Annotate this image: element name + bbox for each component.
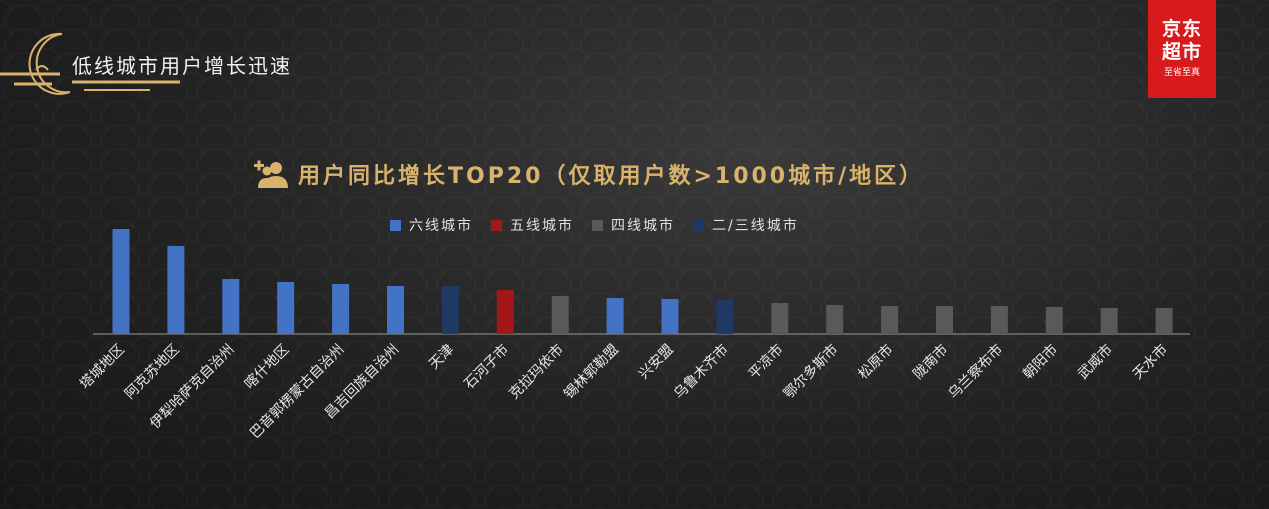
bar xyxy=(881,306,899,334)
legend-item: 四线城市 xyxy=(592,215,675,235)
x-tick-label: 巴音郭楞蒙古自治州 xyxy=(246,341,347,442)
logo-line-1: 京东 xyxy=(1161,18,1202,40)
legend-swatch xyxy=(491,219,502,231)
legend-swatch xyxy=(390,219,401,231)
legend-item: 二/三线城市 xyxy=(693,215,799,235)
bar xyxy=(222,279,240,334)
legend-item: 六线城市 xyxy=(390,215,473,235)
bar xyxy=(606,298,624,334)
chart-title: 用户同比增长TOP20（仅取用户数>1000城市/地区） xyxy=(298,164,925,189)
bar xyxy=(771,303,789,334)
brand-logo: 京东 超市 至省至真 xyxy=(1148,0,1216,98)
x-tick-label: 鄂尔多斯市 xyxy=(780,341,842,403)
x-tick-label: 天津 xyxy=(426,342,457,373)
bar xyxy=(167,246,185,334)
x-tick-label: 松原市 xyxy=(855,341,897,383)
legend-swatch xyxy=(592,219,603,231)
x-tick-label: 平凉市 xyxy=(745,341,787,383)
x-tick-label: 武威市 xyxy=(1074,341,1116,383)
x-tick-label: 锡林郭勒盟 xyxy=(560,341,622,403)
legend-label: 六线城市 xyxy=(409,218,473,234)
x-tick-label: 陇南市 xyxy=(910,341,952,383)
bar xyxy=(277,282,295,334)
bar xyxy=(387,286,404,334)
moon-cloud-decoration xyxy=(0,32,180,95)
x-tick-label: 克拉玛依市 xyxy=(506,341,568,403)
legend-label: 五线城市 xyxy=(510,218,574,234)
chart-legend: 六线城市 五线城市 四线城市 二/三线城市 xyxy=(390,215,799,235)
x-tick-label: 石河子市 xyxy=(461,341,513,393)
x-tick-label: 乌兰察布市 xyxy=(945,341,1007,403)
logo-tagline: 至省至真 xyxy=(1163,68,1200,78)
page-title: 低线城市用户增长迅速 xyxy=(72,54,292,78)
bar xyxy=(332,284,350,334)
bar xyxy=(1045,307,1063,334)
legend-label: 二/三线城市 xyxy=(712,218,799,234)
x-tick-label: 塔城地区 xyxy=(77,342,128,393)
bar xyxy=(1100,308,1118,334)
bar xyxy=(661,299,679,334)
bar xyxy=(716,300,734,334)
x-tick-label: 乌鲁木齐市 xyxy=(670,341,732,403)
x-tick-label: 兴安盟 xyxy=(636,342,677,383)
bar xyxy=(1155,308,1173,334)
bar xyxy=(441,286,459,334)
bar xyxy=(826,305,844,334)
x-tick-label: 喀什地区 xyxy=(242,342,293,393)
bar xyxy=(112,229,130,334)
bar xyxy=(496,290,514,334)
x-tick-label: 朝阳市 xyxy=(1019,341,1061,383)
legend-label: 四线城市 xyxy=(611,218,675,234)
x-tick-label: 天水市 xyxy=(1129,341,1171,383)
bar xyxy=(990,306,1008,334)
bar xyxy=(551,296,569,334)
bar xyxy=(936,306,953,334)
legend-swatch xyxy=(693,219,704,231)
legend-item: 五线城市 xyxy=(491,215,574,235)
add-users-icon xyxy=(254,160,288,188)
logo-line-2: 超市 xyxy=(1161,41,1202,63)
chart-title-group: 用户同比增长TOP20（仅取用户数>1000城市/地区） xyxy=(252,158,924,190)
